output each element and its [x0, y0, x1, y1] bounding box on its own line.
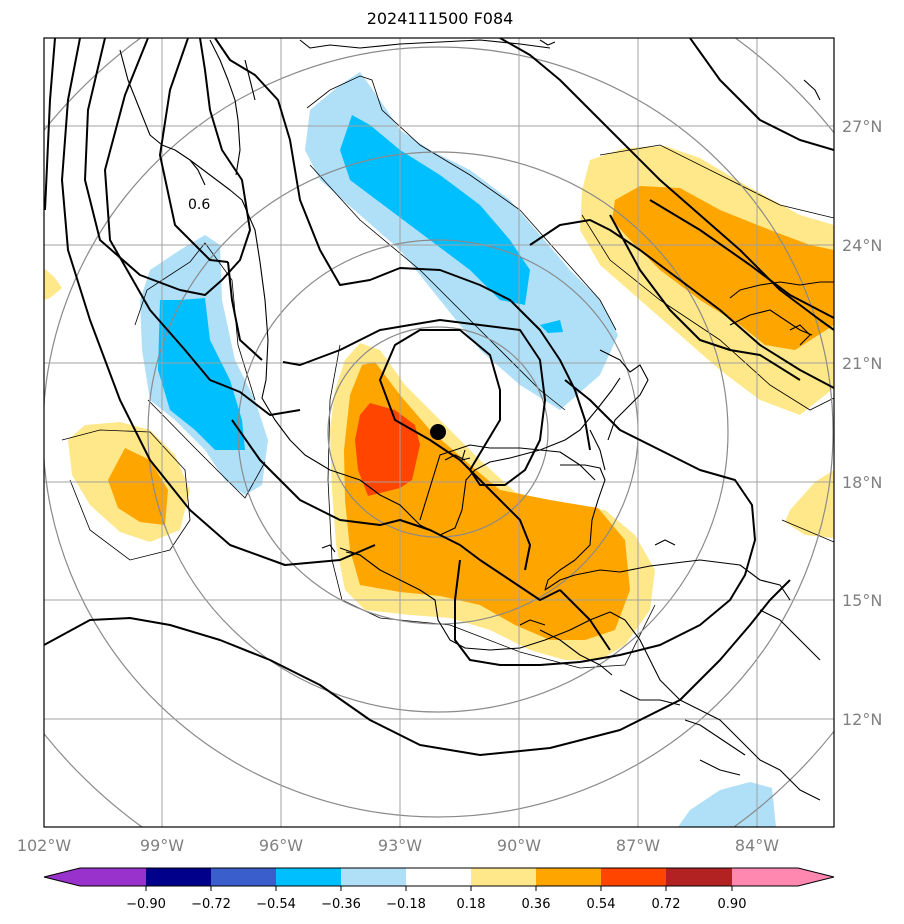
colorbar-tick-label: 0.72: [652, 897, 681, 912]
lon-label: 90°W: [497, 836, 541, 855]
colorbar-swatch: [536, 868, 601, 886]
thick-contours: [44, 38, 834, 756]
colorbar-tick-label: 0.54: [587, 897, 616, 912]
colorbar-swatch: [666, 868, 732, 886]
colorbar-tick-label: 0.36: [522, 897, 551, 912]
lon-label: 102°W: [17, 836, 72, 855]
strong-negative-anomaly-north: [340, 115, 530, 305]
latitude-labels: 27°N 24°N 21°N 18°N 15°N 12°N: [842, 117, 882, 729]
colorbar-tick-marks: [145, 886, 733, 891]
map-frame: [43, 37, 835, 828]
colorbar-tick-label: −0.18: [386, 897, 426, 912]
colorbar-swatch: [406, 868, 471, 886]
colorbar-tick-label: 0.18: [457, 897, 486, 912]
lat-label: 24°N: [842, 236, 882, 255]
negative-anomaly-region-southeast: [678, 782, 776, 827]
lat-label: 15°N: [842, 591, 882, 610]
lat-label: 21°N: [842, 354, 882, 373]
colorbar-tick-label: −0.54: [256, 897, 296, 912]
thin-contours: [61, 75, 834, 669]
lon-label: 93°W: [378, 836, 422, 855]
colorbar-swatch: [146, 868, 211, 886]
colorbar-swatch: [601, 868, 666, 886]
colorbar-swatch: [276, 868, 341, 886]
colorbar-extend-low: [44, 868, 80, 886]
colorbar-swatch: [80, 868, 146, 886]
colorbar-swatch: [732, 868, 798, 886]
colorbar-tick-label: −0.72: [191, 897, 231, 912]
lon-label: 87°W: [616, 836, 660, 855]
colorbar-swatch: [471, 868, 536, 886]
strong-negative-anomaly-west: [158, 298, 245, 450]
colorbar-tick-label: −0.90: [126, 897, 166, 912]
lon-label: 99°W: [140, 836, 184, 855]
strong-positive-anomaly-central: [355, 403, 420, 496]
storm-center-marker: [430, 424, 446, 440]
colorbar: −0.90 −0.72 −0.54 −0.36 −0.18 0.18 0.36 …: [43, 867, 835, 912]
colorbar-swatch: [341, 868, 406, 886]
lat-label: 12°N: [842, 710, 882, 729]
lat-label: 27°N: [842, 117, 882, 136]
colorbar-tick-label: 0.90: [718, 897, 747, 912]
colorbar-tick-label: −0.36: [321, 897, 361, 912]
colorbar-swatch: [211, 868, 276, 886]
colorbar-extend-high: [798, 868, 834, 886]
lat-label: 18°N: [842, 473, 882, 492]
map-title: 2024111500 F084: [366, 9, 514, 28]
lon-label: 84°W: [735, 836, 779, 855]
graticule: [44, 38, 834, 827]
longitude-labels: 102°W 99°W 96°W 93°W 90°W 87°W 84°W: [17, 836, 779, 855]
lon-label: 96°W: [259, 836, 303, 855]
contour-value-label: 0.6: [188, 197, 210, 213]
